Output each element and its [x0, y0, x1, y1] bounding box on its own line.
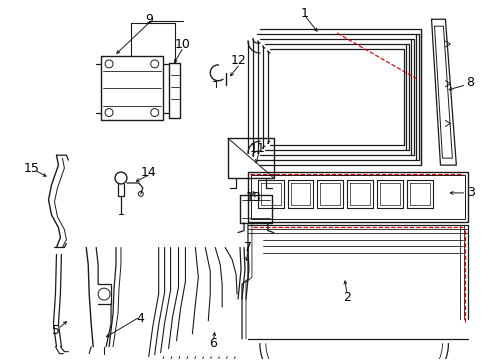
Text: 12: 12 — [230, 54, 245, 67]
Text: 4: 4 — [136, 312, 143, 325]
Text: 5: 5 — [52, 324, 61, 337]
Text: 9: 9 — [144, 13, 152, 26]
Text: 8: 8 — [465, 76, 473, 89]
Text: 15: 15 — [24, 162, 40, 175]
Text: 11: 11 — [249, 142, 265, 155]
Text: 3: 3 — [467, 186, 474, 199]
Text: 13: 13 — [245, 192, 261, 204]
Text: 7: 7 — [244, 241, 251, 254]
Text: 6: 6 — [209, 337, 217, 350]
Text: 1: 1 — [300, 7, 308, 20]
Text: 2: 2 — [343, 291, 350, 303]
Text: 10: 10 — [174, 37, 190, 50]
Text: 14: 14 — [141, 166, 156, 179]
